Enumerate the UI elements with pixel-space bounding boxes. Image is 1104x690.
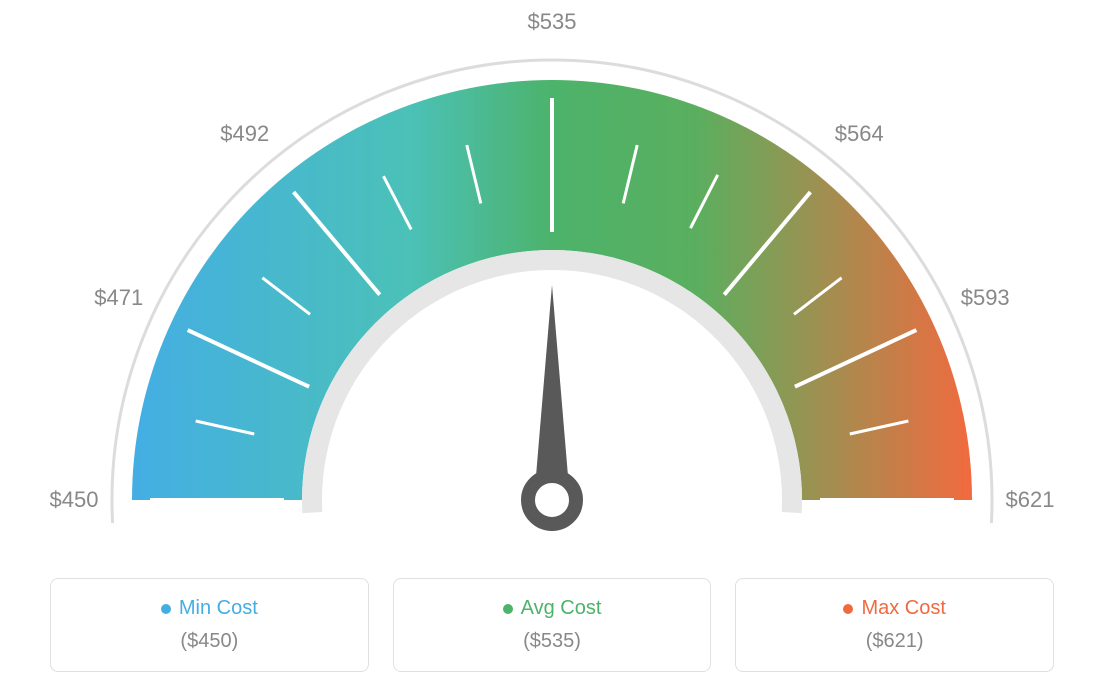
legend-card-max: Max Cost ($621) xyxy=(735,578,1054,672)
legend-dot-min xyxy=(161,604,171,614)
legend-card-avg: Avg Cost ($535) xyxy=(393,578,712,672)
legend-title-row: Max Cost xyxy=(736,597,1053,620)
legend-title-avg: Avg Cost xyxy=(521,597,602,620)
legend-value-avg: ($535) xyxy=(394,630,711,653)
legend-value-min: ($450) xyxy=(51,630,368,653)
gauge-tick-label: $450 xyxy=(50,487,99,513)
legend-title-max: Max Cost xyxy=(861,597,945,620)
gauge-tick-label: $564 xyxy=(835,121,884,147)
legend-title-row: Avg Cost xyxy=(394,597,711,620)
legend-value-max: ($621) xyxy=(736,630,1053,653)
gauge-tick-label: $621 xyxy=(1006,487,1055,513)
gauge-tick-label: $593 xyxy=(961,285,1010,311)
legend-title-min: Min Cost xyxy=(179,597,258,620)
legend-title-row: Min Cost xyxy=(51,597,368,620)
gauge-svg xyxy=(0,0,1104,560)
gauge-tick-label: $535 xyxy=(528,9,577,35)
gauge-tick-label: $471 xyxy=(94,285,143,311)
gauge-chart: $450 $471 $492 $535 $564 $593 $621 xyxy=(0,0,1104,560)
gauge-tick-label: $492 xyxy=(220,121,269,147)
legend-row: Min Cost ($450) Avg Cost ($535) Max Cost… xyxy=(0,578,1104,672)
legend-dot-max xyxy=(843,604,853,614)
legend-dot-avg xyxy=(503,604,513,614)
legend-card-min: Min Cost ($450) xyxy=(50,578,369,672)
